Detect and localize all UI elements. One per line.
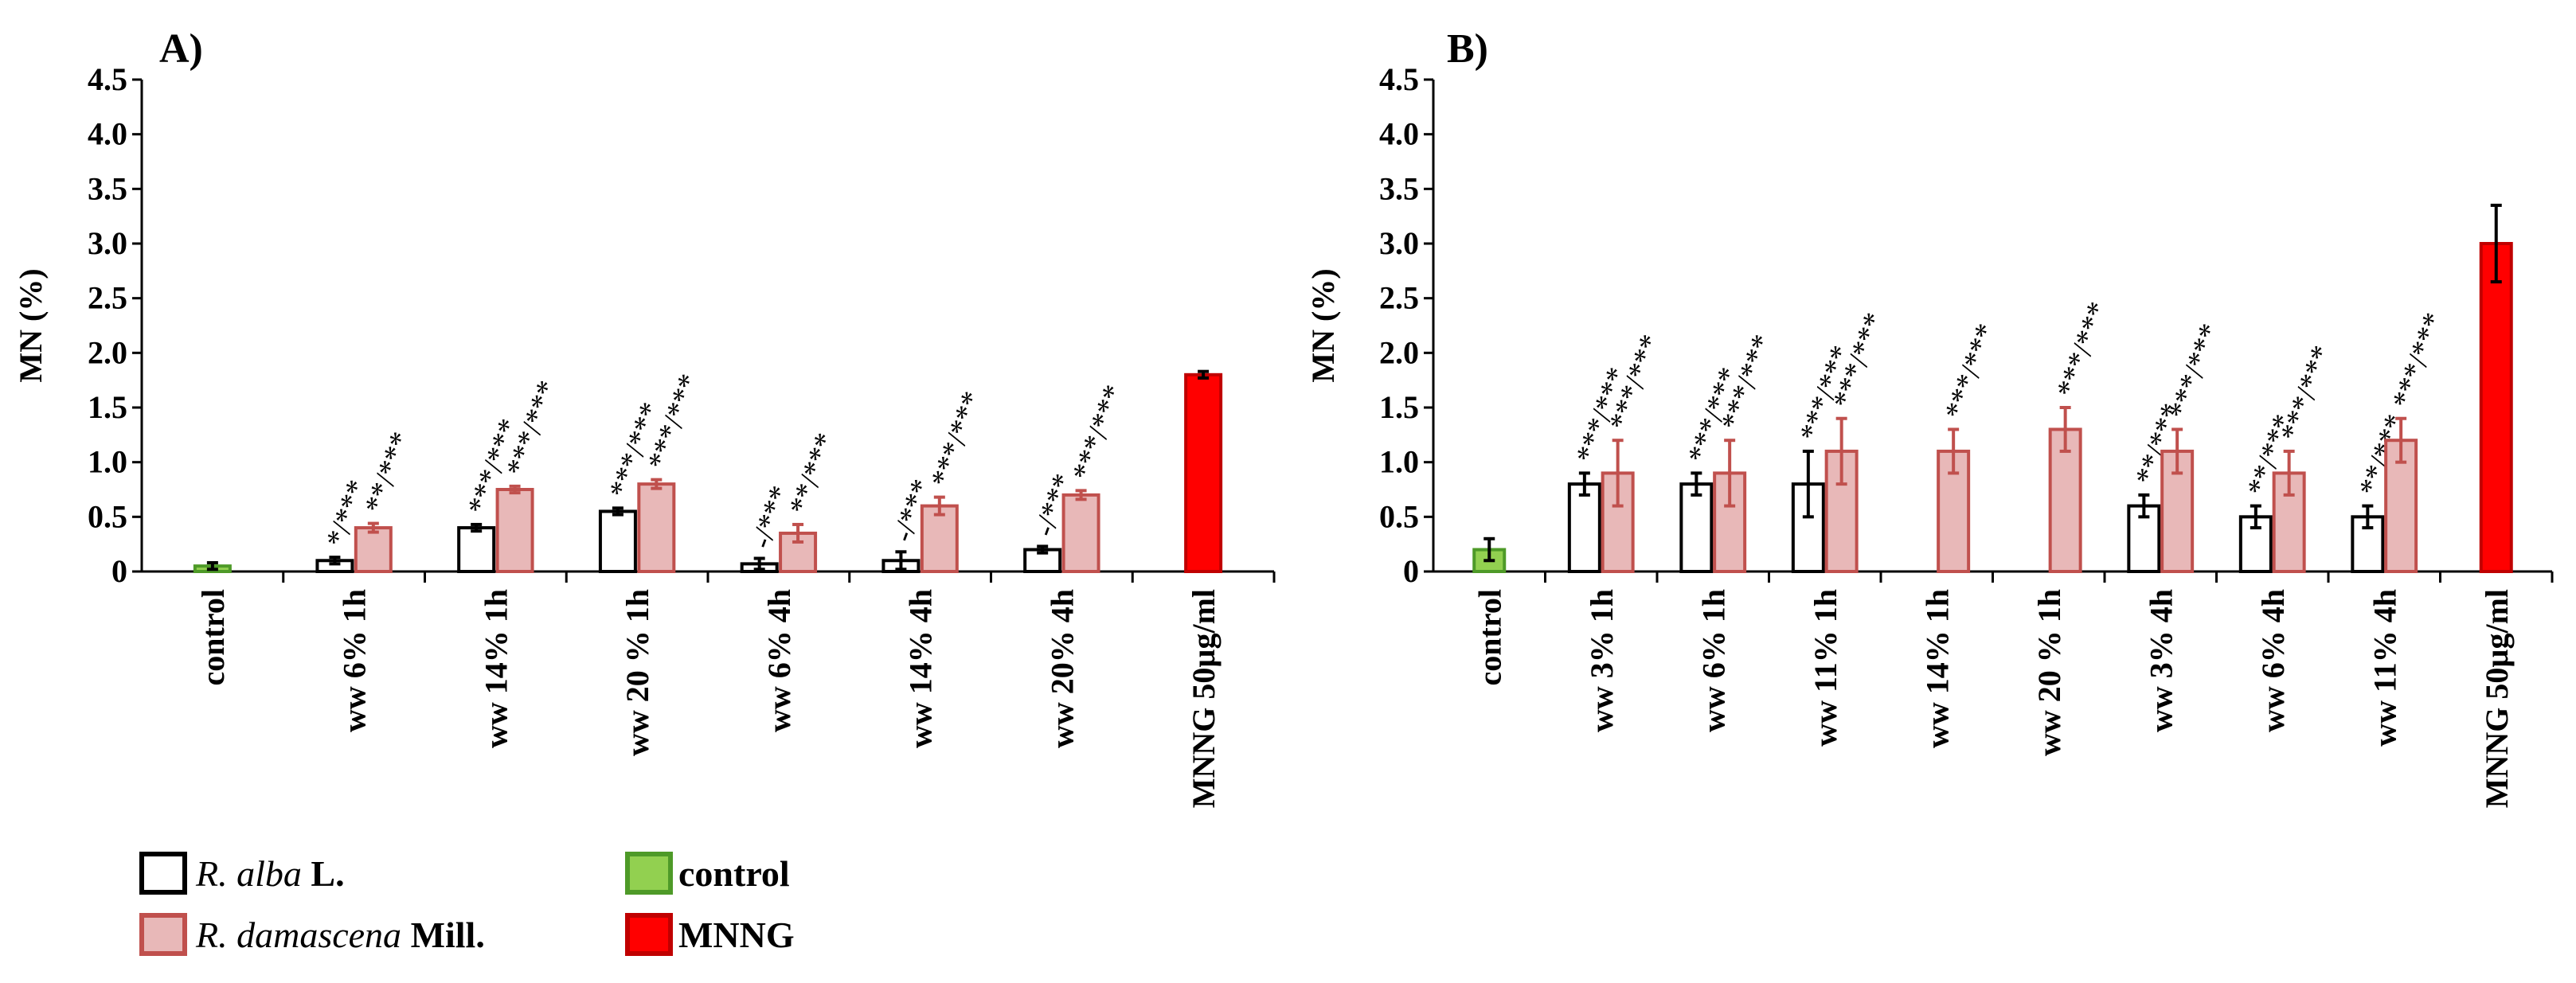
category-label: ww 3% 4h [2143,589,2179,732]
bar [1567,482,1601,574]
category-label: ww 20% 4h [1044,589,1080,748]
chart-panel-b: B) MN (%) 0 0.5 1.0 1.5 2.0 2.5 3.0 3.5 4.0 4.5 cont… [1305,26,2554,808]
category-label: ww 6% 4h [761,589,797,732]
bar [2127,504,2161,573]
category-label: control [195,589,231,685]
y-tick-label: 3.5 [1379,170,1419,206]
bar [598,509,637,574]
significance-label: ***/*** [1938,319,2003,423]
legend-swatch-alba [139,852,187,895]
legend-label-mnng: MNNG [678,915,795,955]
legend-swatch-mnng [625,913,673,956]
y-tick-label: 1.5 [1379,389,1419,425]
significance-label: ***/*** [2386,308,2451,412]
y-tick-label: 4.5 [1379,61,1419,97]
category-label: ww 14% 4h [903,589,939,748]
category-label: ww 6% 4h [2255,589,2291,732]
y-axis-label: MN (%) [1305,268,1341,382]
y-tick-label: 4.0 [1379,116,1419,152]
chart-title: B) [1447,26,1488,72]
y-tick-label: 0 [1403,553,1419,589]
bar [1184,373,1223,573]
bar [457,526,496,573]
significance-label: ***/*** [2162,319,2227,423]
legend-label-control: control [678,853,790,894]
y-tick-label: 3.0 [1379,225,1419,261]
y-tick-label: 2.0 [88,334,127,370]
significance-label: ***/*** [2050,298,2116,402]
significance-label: **/*** [783,428,843,519]
category-label: ww 20 % 1h [620,589,655,756]
legend: R. alba L. R. damascena Mill. control MN… [139,852,795,956]
category-label: ww 11% 4h [2367,589,2402,747]
legend-swatch-control [625,852,673,895]
significance-label: ***/*** [2274,341,2340,446]
category-label: MNNG 50µg/ml [2479,589,2515,808]
category-label: ww 14% 1h [1919,589,1955,748]
significance-label: **/*** [358,427,419,518]
y-tick-label: 0.5 [88,498,127,534]
category-label: MNNG 50µg/ml [1186,589,1222,808]
bar [1061,493,1100,573]
chart-title: A) [159,26,203,72]
legend-label-damascena: R. damascena Mill. [195,915,485,955]
significance-label: ***/*** [924,387,990,491]
y-axis-label: MN (%) [13,268,49,382]
significance-label: ***/*** [1066,380,1132,485]
category-label: control [1472,589,1507,685]
category-label: ww 6% 1h [1695,589,1731,732]
legend-label-alba: R. alba L. [195,853,345,894]
category-label: ww 11% 1h [1808,589,1843,747]
legend-item-control: control [625,852,790,895]
y-tick-label: 4.5 [88,61,127,97]
bar [354,526,393,573]
legend-item-alba: R. alba L. [139,852,345,895]
y-tick-label: 3.5 [88,170,127,206]
chart-panel-a: A) MN (%) 0 0.5 1.0 1.5 2.0 2.5 3.0 3.5 4.0 4.5 cont… [13,26,1276,808]
y-tick-label: 2.0 [1379,334,1419,370]
y-tick-label: 0 [111,553,127,589]
bar [2048,427,2082,574]
category-label: ww 6% 1h [337,589,373,732]
category-label: ww 20 % 1h [2031,589,2067,756]
legend-item-damascena: R. damascena Mill. [139,913,485,956]
bar [495,488,534,573]
y-tick-label: 1.5 [88,389,127,425]
y-tick-label: 0.5 [1379,498,1419,534]
y-tick-label: 2.5 [1379,280,1419,316]
legend-item-mnng: MNNG [625,913,795,956]
y-tick-label: 4.0 [88,116,127,152]
y-tick-label: 1.0 [1379,444,1419,480]
legend-swatch-damascena [139,913,187,956]
bar [2351,515,2385,573]
y-tick-label: 2.5 [88,280,127,316]
y-tick-label: 1.0 [88,444,127,480]
category-label: ww 14% 1h [478,589,514,748]
bar [2479,242,2513,573]
y-tick-label: 3.0 [88,225,127,261]
bar [1679,482,1714,574]
bar [637,482,676,574]
category-label: ww 3% 1h [1584,589,1620,732]
